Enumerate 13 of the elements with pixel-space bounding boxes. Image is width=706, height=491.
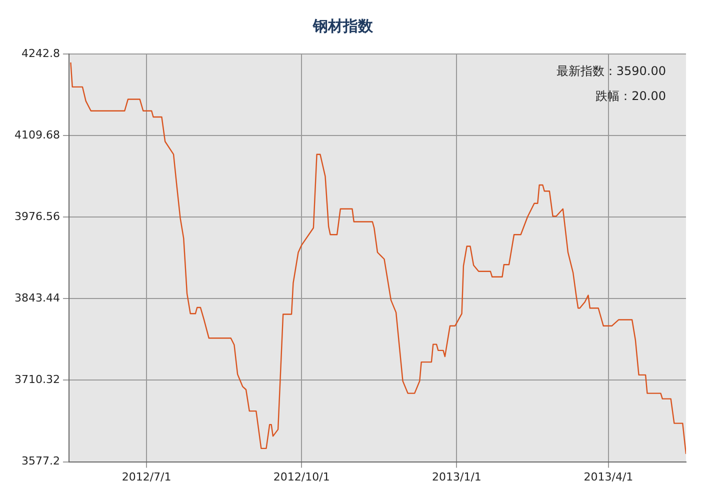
chart-title: 钢材指数: [312, 16, 374, 35]
y-tick-label: 3976.56: [14, 210, 60, 223]
y-tick-label: 4242.8: [22, 46, 60, 60]
x-tick-label: 2013/4/1: [584, 470, 634, 484]
y-tick-label: 3843.44: [14, 292, 60, 305]
y-tick-label: 4109.68: [14, 128, 60, 142]
x-tick-label: 2013/1/1: [432, 470, 482, 484]
y-tick-label: 3710.32: [14, 373, 60, 386]
x-tick-label: 2012/10/1: [273, 470, 330, 484]
y-tick-label: 3577.2: [22, 454, 60, 468]
annotation: 跌幅：20.00: [596, 89, 666, 104]
x-tick-label: 2012/7/1: [122, 470, 172, 484]
annotation: 最新指数：3590.00: [556, 64, 666, 78]
